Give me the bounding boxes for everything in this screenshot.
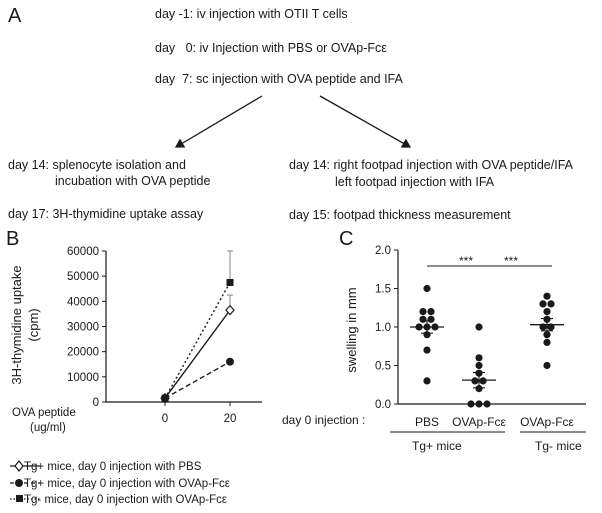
b-point-diamond — [225, 304, 235, 316]
c-data-point — [475, 323, 483, 331]
c-y-tick-label: 1.5 — [375, 284, 391, 296]
b-ylabel-line1: 3H-thymidine uptake — [9, 265, 24, 384]
c-y-tick-label: 0.5 — [375, 361, 391, 373]
c-data-point — [479, 377, 487, 385]
panel-c-letter: C — [339, 228, 354, 250]
c-day0-injection-label: day 0 injection : — [282, 413, 366, 427]
b-y-tick-label: 0 — [93, 397, 99, 409]
panel-a-letter: A — [8, 5, 22, 27]
c-data-point — [543, 338, 551, 346]
c-group-label: PBS — [415, 415, 439, 429]
left-branch-day-17: day 17: 3H-thymidine uptake assay — [8, 207, 204, 221]
c-data-point — [475, 400, 483, 408]
panel-b-letter: B — [6, 228, 20, 250]
c-mice-group-tgplus: Tg+ mice — [412, 439, 462, 453]
c-y-tick-label: 2.0 — [375, 245, 391, 257]
c-data-point — [543, 308, 551, 316]
c-data-point — [423, 377, 431, 385]
c-data-point — [483, 400, 491, 408]
b-point-square — [161, 394, 169, 402]
b-ylabel-line2: (cpm) — [26, 308, 41, 341]
legend-square-icon — [16, 495, 23, 502]
c-data-point — [427, 315, 435, 323]
arrow-right — [319, 95, 412, 148]
protocol-day-7: day 7: sc injection with OVA peptide and… — [155, 72, 403, 86]
b-y-tick-label: 50000 — [67, 271, 99, 283]
c-y-tick-label: 1.0 — [375, 322, 391, 334]
c-data-point — [543, 361, 551, 370]
right-branch-left-footpad: left footpad injection with IFA — [335, 175, 495, 189]
c-y-tick-label: 0.0 — [375, 399, 391, 411]
legend-label-tgplus-ovap: Tg+ mice, day 0 injection with OVAp-Fcε — [24, 478, 230, 490]
arrow-left — [174, 95, 263, 148]
c-mice-group-tgminus: Tg- mice — [535, 439, 582, 453]
protocol-day-minus1: day -1: iv injection with OTII T cells — [155, 7, 348, 21]
b-y-tick-label: 60000 — [67, 246, 99, 258]
c-data-point — [467, 400, 475, 408]
legend-item-tgminus-ovap: Tg- mice, day 0 injection with OVAp-Fcε — [10, 494, 227, 506]
c-group-label: OVAp-Fcε — [520, 415, 574, 429]
b-y-tick-label: 40000 — [67, 296, 99, 308]
b-point-square — [226, 278, 234, 286]
right-branch-day-15: day 15: footpad thickness measurement — [289, 208, 511, 222]
legend-diamond-icon — [14, 460, 24, 472]
right-branch-day-14: day 14: right footpad injection with OVA… — [289, 158, 573, 172]
legend-item-pbs: Tg+ mice, day 0 injection with PBS — [10, 460, 202, 473]
c-data-point — [543, 292, 551, 300]
b-xlabel-line1: OVA peptide — [12, 407, 76, 419]
b-y-tick-label: 20000 — [67, 347, 99, 359]
c-data-point — [475, 361, 483, 370]
c-group-label: OVAp-Fcε — [452, 415, 506, 429]
c-data-point — [419, 308, 427, 316]
legend-item-tgplus-ovap: Tg+ mice, day 0 injection with OVAp-Fcε — [10, 478, 230, 490]
c-data-point — [543, 331, 551, 339]
c-significance-2: *** — [504, 254, 519, 268]
protocol-day-0: day 0: iv Injection with PBS or OVAp-Fcε — [155, 41, 387, 55]
b-y-tick-label: 30000 — [67, 322, 99, 334]
c-data-point — [423, 284, 431, 293]
c-ylabel: swelling in mm — [344, 287, 359, 372]
c-data-point — [423, 346, 431, 354]
left-branch-incubation: incubation with OVA peptide — [55, 174, 211, 188]
b-x-tick-label: 20 — [224, 413, 237, 425]
b-y-axis-label: 3H-thymidine uptake (cpm) — [9, 265, 41, 384]
c-data-point — [427, 308, 435, 316]
b-point-circle — [226, 357, 234, 366]
c-data-point — [419, 315, 427, 323]
b-xlabel-line2: (ug/ml) — [30, 422, 66, 434]
c-data-point — [539, 300, 547, 308]
b-series-line — [164, 309, 231, 399]
legend-label-pbs: Tg+ mice, day 0 injection with PBS — [24, 461, 202, 473]
b-series-line — [164, 361, 231, 399]
c-data-point — [475, 385, 483, 393]
c-data-point — [475, 354, 483, 362]
c-data-point — [547, 300, 555, 308]
c-significance-1: *** — [459, 254, 474, 268]
c-data-point — [471, 377, 479, 385]
b-x-tick-label: 0 — [162, 413, 168, 425]
legend-label-tgminus-ovap: Tg- mice, day 0 injection with OVAp-Fcε — [24, 494, 227, 506]
left-branch-day-14: day 14: splenocyte isolation and — [8, 158, 186, 172]
b-y-tick-label: 10000 — [67, 372, 99, 384]
legend-circle-icon — [15, 479, 23, 487]
